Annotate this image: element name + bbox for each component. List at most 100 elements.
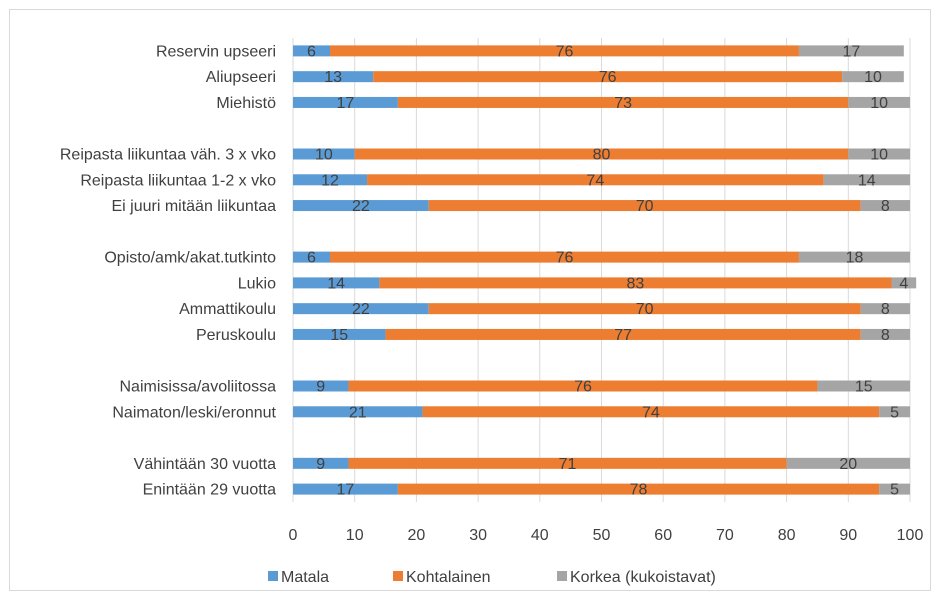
bar-kohtalainen bbox=[385, 328, 861, 340]
data-label-kohtalainen: 74 bbox=[586, 172, 604, 189]
data-label-korkea: 20 bbox=[839, 456, 857, 473]
bar-matala bbox=[293, 148, 355, 160]
bar-matala bbox=[293, 380, 349, 392]
x-tick-label: 10 bbox=[346, 527, 364, 544]
bar-korkea bbox=[798, 251, 910, 263]
chart-border bbox=[9, 9, 931, 591]
data-label-kohtalainen: 78 bbox=[630, 482, 648, 499]
bar-kohtalainen bbox=[348, 457, 787, 469]
bar-matala bbox=[293, 483, 398, 495]
bar-matala bbox=[293, 251, 331, 263]
bar-korkea bbox=[860, 200, 910, 212]
data-label-matala: 17 bbox=[337, 95, 355, 112]
category-label: Miehistö bbox=[216, 95, 276, 112]
bar-kohtalainen bbox=[348, 380, 818, 392]
gridlines bbox=[292, 38, 911, 502]
bar-matala bbox=[293, 328, 386, 340]
x-tick-label: 20 bbox=[408, 527, 426, 544]
data-label-matala: 6 bbox=[307, 250, 316, 267]
category-label: Enintään 29 vuotta bbox=[143, 482, 277, 499]
category-label: Vähintään 30 vuotta bbox=[134, 456, 276, 473]
data-label-kohtalainen: 76 bbox=[599, 69, 617, 86]
bar-kohtalainen bbox=[428, 303, 861, 315]
bar-matala bbox=[293, 457, 349, 469]
category-label: Aliupseeri bbox=[206, 69, 276, 86]
data-label-matala: 9 bbox=[316, 379, 325, 396]
data-label-korkea: 10 bbox=[870, 95, 888, 112]
data-label-korkea: 8 bbox=[881, 327, 890, 344]
bar-kohtalainen bbox=[373, 71, 843, 83]
data-label-kohtalainen: 70 bbox=[636, 198, 654, 215]
bar-matala bbox=[293, 200, 429, 212]
x-tick-label: 90 bbox=[839, 527, 857, 544]
bar-matala bbox=[293, 277, 380, 289]
data-label-kohtalainen: 83 bbox=[627, 275, 645, 292]
data-label-matala: 9 bbox=[316, 456, 325, 473]
bar-korkea bbox=[879, 406, 910, 418]
bar-korkea bbox=[891, 277, 917, 289]
bar-matala bbox=[293, 71, 374, 83]
bar-korkea bbox=[860, 328, 910, 340]
bar-matala bbox=[293, 96, 398, 108]
data-label-korkea: 4 bbox=[899, 275, 908, 292]
legend-label-korkea: Korkea (kukoistavat) bbox=[570, 569, 716, 586]
legend-swatch-korkea bbox=[557, 571, 567, 581]
x-tick-label: 60 bbox=[654, 527, 672, 544]
bar-korkea bbox=[879, 483, 910, 495]
data-label-matala: 10 bbox=[315, 147, 333, 164]
data-label-matala: 17 bbox=[337, 482, 355, 499]
data-label-matala: 22 bbox=[352, 198, 370, 215]
legend-swatch-matala bbox=[268, 571, 278, 581]
category-labels: Reservin upseeri Aliupseeri Miehistö Reipas… bbox=[60, 43, 277, 498]
category-label: Ammattikoulu bbox=[179, 301, 276, 318]
category-label: Ei juuri mitään liikuntaa bbox=[111, 198, 276, 215]
data-label-kohtalainen: 71 bbox=[559, 456, 577, 473]
data-label-kohtalainen: 76 bbox=[556, 250, 574, 267]
x-tick-label: 80 bbox=[778, 527, 796, 544]
data-label-kohtalainen: 76 bbox=[574, 379, 592, 396]
data-label-matala: 12 bbox=[321, 172, 339, 189]
data-label-kohtalainen: 80 bbox=[593, 147, 611, 164]
x-axis-ticks: 0 10 20 30 40 50 60 70 80 90 100 bbox=[289, 527, 924, 544]
category-label: Naimisissa/avoliitossa bbox=[120, 379, 277, 396]
data-label-korkea: 15 bbox=[855, 379, 873, 396]
bar-kohtalainen bbox=[397, 483, 880, 495]
data-label-korkea: 10 bbox=[870, 147, 888, 164]
bar-kohtalainen bbox=[330, 251, 799, 263]
data-label-korkea: 10 bbox=[864, 69, 882, 86]
bar-matala bbox=[293, 45, 331, 57]
bars bbox=[293, 45, 917, 495]
data-label-matala: 14 bbox=[327, 275, 345, 292]
data-label-kohtalainen: 76 bbox=[556, 43, 574, 60]
data-label-korkea: 5 bbox=[890, 404, 899, 421]
category-label: Reipasta liikuntaa 1-2 x vko bbox=[80, 172, 276, 189]
legend-label-kohtalainen: Kohtalainen bbox=[406, 569, 491, 586]
category-label: Reservin upseeri bbox=[156, 43, 276, 60]
bar-korkea bbox=[848, 96, 910, 108]
bar-korkea bbox=[860, 303, 910, 315]
category-label: Peruskoulu bbox=[196, 327, 276, 344]
bar-kohtalainen bbox=[367, 174, 824, 186]
category-label: Naimaton/leski/eronnut bbox=[112, 404, 276, 421]
data-label-matala: 6 bbox=[307, 43, 316, 60]
data-label-kohtalainen: 73 bbox=[614, 95, 632, 112]
legend: Matala Kohtalainen Korkea (kukoistavat) bbox=[268, 569, 716, 586]
bar-korkea bbox=[848, 148, 910, 160]
bar-kohtalainen bbox=[422, 406, 880, 418]
x-tick-label: 40 bbox=[531, 527, 549, 544]
data-label-matala: 15 bbox=[330, 327, 348, 344]
category-label: Reipasta liikuntaa väh. 3 x vko bbox=[60, 147, 276, 164]
data-label-kohtalainen: 74 bbox=[642, 404, 660, 421]
legend-swatch-kohtalainen bbox=[393, 571, 403, 581]
x-tick-label: 100 bbox=[897, 527, 924, 544]
data-label-korkea: 14 bbox=[858, 172, 876, 189]
bar-korkea bbox=[798, 45, 904, 57]
bar-korkea bbox=[786, 457, 910, 469]
x-tick-label: 70 bbox=[716, 527, 734, 544]
data-label-kohtalainen: 70 bbox=[636, 301, 654, 318]
bar-matala bbox=[293, 303, 429, 315]
bar-matala bbox=[293, 406, 423, 418]
